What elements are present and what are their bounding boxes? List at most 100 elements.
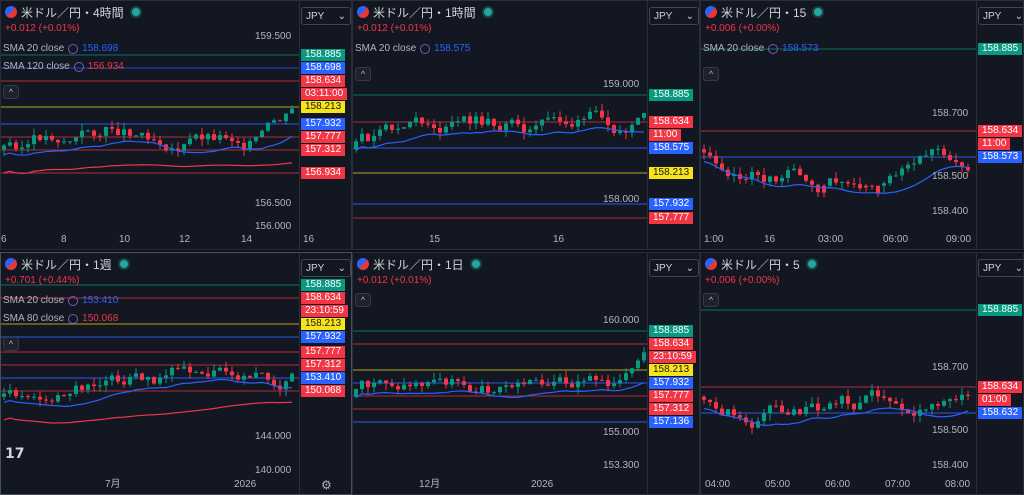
chart-pane-p5[interactable]: 米ドル／円・5 +0.006 (+0.00%) ^ JPY ⌄ 158.700 158.50… [700, 252, 1024, 495]
indicator-value: 153.410 [82, 295, 119, 306]
collapse-legend-button[interactable]: ^ [703, 67, 719, 81]
tradingview-logo-icon[interactable]: 17 [5, 446, 25, 462]
collapse-legend-button[interactable]: ^ [355, 293, 371, 307]
currency-label: JPY [654, 10, 673, 22]
candle-body [600, 379, 604, 381]
price-axis[interactable] [647, 1, 648, 249]
symbol-title[interactable]: 米ドル／円・4時間 [21, 5, 124, 20]
visibility-icon[interactable] [73, 61, 84, 72]
price-axis[interactable] [647, 253, 648, 494]
time-axis[interactable]: 7月 2026 [1, 476, 299, 494]
collapse-legend-button[interactable]: ^ [3, 337, 19, 351]
symbol-title[interactable]: 米ドル／円・1日 [373, 257, 464, 272]
price-axis[interactable] [299, 1, 300, 249]
candle-body [248, 141, 252, 150]
candlestick-plot[interactable] [1, 253, 299, 478]
sma-short-line [355, 381, 645, 399]
time-axis[interactable]: 1:00 16 03:00 06:00 09:00 [701, 231, 976, 249]
candle-body [206, 373, 210, 377]
candle-body [564, 377, 568, 384]
candle-body [200, 371, 204, 374]
candle-body [426, 123, 430, 125]
price-axis[interactable] [976, 1, 977, 249]
candlestick-plot[interactable] [1, 1, 299, 233]
candle-body [936, 148, 940, 150]
gear-icon[interactable]: ⚙ [321, 478, 332, 492]
time-axis[interactable]: 12月 2026 [353, 476, 647, 494]
indicator-legend[interactable]: SMA 20 close 158.573 [703, 43, 818, 54]
pane-header[interactable]: 米ドル／円・15 [701, 1, 823, 23]
symbol-title[interactable]: 米ドル／円・1時間 [373, 5, 476, 20]
indicator-legend[interactable]: SMA 120 close 156.934 [3, 61, 124, 72]
countdown-tag: 11:00 [978, 138, 1011, 150]
time-label: 16 [303, 234, 315, 245]
chart-pane-p15[interactable]: 米ドル／円・15 +0.006 (+0.00%) SMA 20 close 158.5… [700, 0, 1024, 250]
visibility-icon[interactable] [68, 313, 79, 324]
symbol-title[interactable]: 米ドル／円・15 [721, 5, 807, 20]
candlestick-plot[interactable] [353, 1, 647, 233]
currency-select[interactable]: JPY ⌄ [978, 259, 1023, 277]
indicator-legend[interactable]: SMA 20 close 158.698 [3, 43, 118, 54]
visibility-icon[interactable] [68, 43, 79, 54]
indicator-legend[interactable]: SMA 20 close 153.410 [3, 295, 118, 306]
pane-header[interactable]: 米ドル／円・1日 [353, 253, 480, 275]
pane-header[interactable]: 米ドル／円・1時間 [353, 1, 492, 23]
candle-body [456, 121, 460, 123]
currency-select[interactable]: JPY ⌄ [978, 7, 1023, 25]
currency-select[interactable]: JPY ⌄ [649, 7, 699, 25]
time-axis[interactable]: 6 8 10 12 14 16 [1, 231, 314, 249]
candle-body [236, 141, 240, 143]
price-axis[interactable] [976, 253, 977, 494]
currency-select[interactable]: JPY ⌄ [649, 259, 699, 277]
candle-body [882, 183, 886, 186]
candle-body [918, 156, 922, 164]
time-label: 2026 [531, 479, 554, 490]
symbol-title[interactable]: 米ドル／円・5 [721, 257, 800, 272]
pane-header[interactable]: 米ドル／円・5 [701, 253, 816, 275]
time-axis[interactable]: 15 16 [353, 231, 647, 249]
price-tag: 157.777 [649, 212, 694, 224]
price-change: +0.006 (+0.00%) [705, 275, 780, 286]
time-label: 14 [241, 234, 253, 245]
candle-body [176, 148, 180, 151]
time-label: 06:00 [883, 234, 909, 245]
collapse-legend-button[interactable]: ^ [3, 85, 19, 99]
price-change: +0.012 (+0.01%) [357, 23, 432, 34]
price-tag: 158.885 [301, 49, 346, 61]
collapse-legend-button[interactable]: ^ [355, 67, 371, 81]
candle-body [588, 111, 592, 119]
candle-body [612, 125, 616, 134]
pane-header[interactable]: 米ドル／円・4時間 [1, 1, 140, 23]
visibility-icon[interactable] [420, 43, 431, 54]
candle-body [828, 403, 832, 410]
symbol-title[interactable]: 米ドル／円・1週 [21, 257, 112, 272]
candlestick-plot[interactable] [701, 1, 976, 233]
currency-select[interactable]: JPY ⌄ [301, 259, 351, 277]
chart-pane-p4h[interactable]: 米ドル／円・4時間 +0.012 (+0.01%) SMA 20 close 158.… [0, 0, 352, 250]
chart-pane-p1d[interactable]: 米ドル／円・1日 +0.012 (+0.01%) ^ JPY ⌄ 160.000 155.0… [352, 252, 700, 495]
indicator-legend[interactable]: SMA 20 close 158.575 [355, 43, 470, 54]
candle-body [80, 130, 84, 138]
time-label: 8 [61, 234, 67, 245]
candle-body [254, 372, 258, 378]
candle-body [260, 130, 264, 137]
candlestick-plot[interactable] [701, 253, 976, 478]
candle-body [516, 382, 520, 388]
chart-pane-p1w[interactable]: 米ドル／円・1週 +0.701 (+0.44%) SMA 20 close 153.4… [0, 252, 352, 495]
indicator-legend[interactable]: SMA 80 close 150.068 [3, 313, 118, 324]
candle-body [510, 119, 514, 124]
visibility-icon[interactable] [768, 43, 779, 54]
candle-body [858, 184, 862, 189]
candle-body [56, 395, 60, 402]
pane-header[interactable]: 米ドル／円・1週 [1, 253, 128, 275]
currency-select[interactable]: JPY ⌄ [301, 7, 351, 25]
price-axis[interactable] [299, 253, 300, 494]
candle-body [906, 409, 910, 414]
chart-pane-p1h[interactable]: 米ドル／円・1時間 +0.012 (+0.01%) SMA 20 close 158.… [352, 0, 700, 250]
candlestick-plot[interactable] [353, 253, 647, 478]
indicator-value: 156.934 [87, 61, 124, 72]
sma-short-line [703, 407, 969, 427]
time-axis[interactable]: 04:00 05:00 06:00 07:00 08:00 [701, 476, 976, 494]
visibility-icon[interactable] [68, 295, 79, 306]
collapse-legend-button[interactable]: ^ [703, 293, 719, 307]
